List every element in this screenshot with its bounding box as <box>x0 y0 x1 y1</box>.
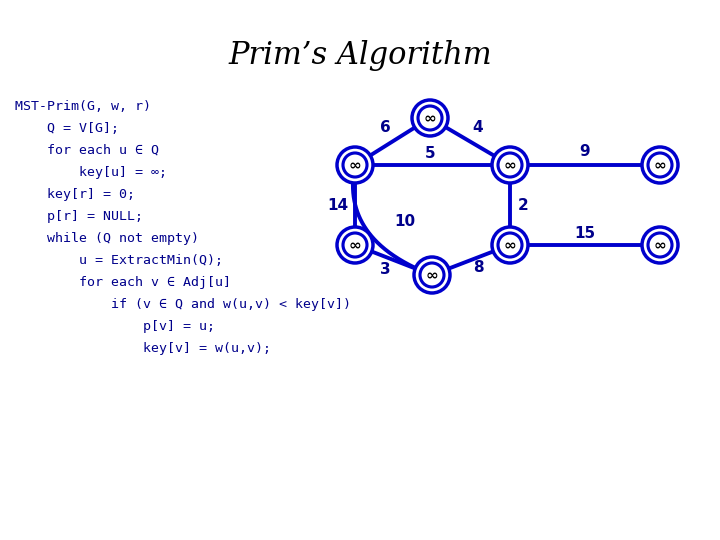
Text: 15: 15 <box>575 226 595 240</box>
Circle shape <box>412 100 448 136</box>
Text: ∞: ∞ <box>348 158 361 172</box>
Circle shape <box>492 227 528 263</box>
Text: key[u] = ∞;: key[u] = ∞; <box>15 166 167 179</box>
Text: ∞: ∞ <box>426 267 438 282</box>
Text: ∞: ∞ <box>503 238 516 253</box>
Text: 9: 9 <box>580 145 590 159</box>
Text: ∞: ∞ <box>654 238 667 253</box>
Text: Prim’s Algorithm: Prim’s Algorithm <box>228 40 492 71</box>
Text: p[r] = NULL;: p[r] = NULL; <box>15 210 143 223</box>
Text: 10: 10 <box>395 214 415 230</box>
Text: MST-Prim(G, w, r): MST-Prim(G, w, r) <box>15 100 151 113</box>
Text: for each v ∈ Adj[u]: for each v ∈ Adj[u] <box>15 276 231 289</box>
Text: ∞: ∞ <box>423 111 436 125</box>
Text: for each u ∈ Q: for each u ∈ Q <box>15 144 159 157</box>
Text: key[r] = 0;: key[r] = 0; <box>15 188 135 201</box>
Text: u = ExtractMin(Q);: u = ExtractMin(Q); <box>15 254 223 267</box>
Circle shape <box>492 147 528 183</box>
Text: while (Q not empty): while (Q not empty) <box>15 232 199 245</box>
Circle shape <box>642 227 678 263</box>
Text: 4: 4 <box>473 120 483 136</box>
Text: Q = V[G];: Q = V[G]; <box>15 122 119 135</box>
Text: 6: 6 <box>379 120 390 136</box>
Text: 3: 3 <box>379 262 390 278</box>
Text: ∞: ∞ <box>503 158 516 172</box>
Text: p[v] = u;: p[v] = u; <box>15 320 215 333</box>
Circle shape <box>642 147 678 183</box>
Text: ∞: ∞ <box>348 238 361 253</box>
Text: ∞: ∞ <box>654 158 667 172</box>
Text: 5: 5 <box>425 145 436 160</box>
Circle shape <box>414 257 450 293</box>
Text: 2: 2 <box>518 198 528 213</box>
Text: if (v ∈ Q and w(u,v) < key[v]): if (v ∈ Q and w(u,v) < key[v]) <box>15 298 351 311</box>
Circle shape <box>337 147 373 183</box>
Text: 14: 14 <box>328 198 348 213</box>
Text: 8: 8 <box>473 260 483 275</box>
Circle shape <box>337 227 373 263</box>
Text: key[v] = w(u,v);: key[v] = w(u,v); <box>15 342 271 355</box>
